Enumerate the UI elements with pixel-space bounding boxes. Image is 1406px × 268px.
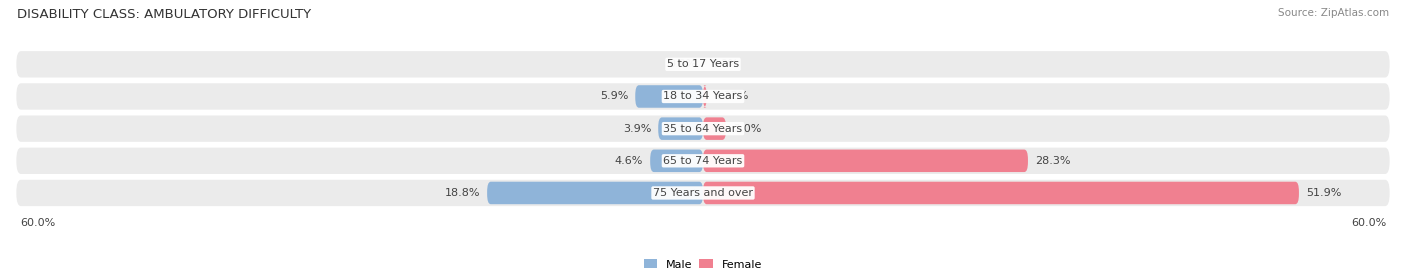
- Text: 4.6%: 4.6%: [614, 156, 644, 166]
- Text: 5.9%: 5.9%: [600, 91, 628, 102]
- Text: 65 to 74 Years: 65 to 74 Years: [664, 156, 742, 166]
- Text: DISABILITY CLASS: AMBULATORY DIFFICULTY: DISABILITY CLASS: AMBULATORY DIFFICULTY: [17, 8, 311, 21]
- Text: Source: ZipAtlas.com: Source: ZipAtlas.com: [1278, 8, 1389, 18]
- FancyBboxPatch shape: [703, 182, 1299, 204]
- Text: 28.3%: 28.3%: [1035, 156, 1070, 166]
- FancyBboxPatch shape: [17, 116, 1389, 142]
- Text: 18 to 34 Years: 18 to 34 Years: [664, 91, 742, 102]
- FancyBboxPatch shape: [703, 150, 1028, 172]
- FancyBboxPatch shape: [486, 182, 703, 204]
- Legend: Male, Female: Male, Female: [640, 255, 766, 268]
- Text: 75 Years and over: 75 Years and over: [652, 188, 754, 198]
- FancyBboxPatch shape: [650, 150, 703, 172]
- Text: 0.0%: 0.0%: [710, 59, 738, 69]
- Text: 0.32%: 0.32%: [714, 91, 749, 102]
- FancyBboxPatch shape: [17, 83, 1389, 110]
- Text: 35 to 64 Years: 35 to 64 Years: [664, 124, 742, 134]
- FancyBboxPatch shape: [636, 85, 703, 108]
- Text: 18.8%: 18.8%: [444, 188, 481, 198]
- Text: 5 to 17 Years: 5 to 17 Years: [666, 59, 740, 69]
- Text: 0.0%: 0.0%: [668, 59, 696, 69]
- Text: 60.0%: 60.0%: [20, 218, 55, 228]
- FancyBboxPatch shape: [17, 148, 1389, 174]
- FancyBboxPatch shape: [17, 51, 1389, 77]
- Text: 51.9%: 51.9%: [1306, 188, 1341, 198]
- FancyBboxPatch shape: [703, 85, 707, 108]
- FancyBboxPatch shape: [658, 117, 703, 140]
- Text: 2.0%: 2.0%: [733, 124, 761, 134]
- Text: 60.0%: 60.0%: [1351, 218, 1386, 228]
- Text: 3.9%: 3.9%: [623, 124, 651, 134]
- FancyBboxPatch shape: [17, 180, 1389, 206]
- FancyBboxPatch shape: [703, 117, 725, 140]
